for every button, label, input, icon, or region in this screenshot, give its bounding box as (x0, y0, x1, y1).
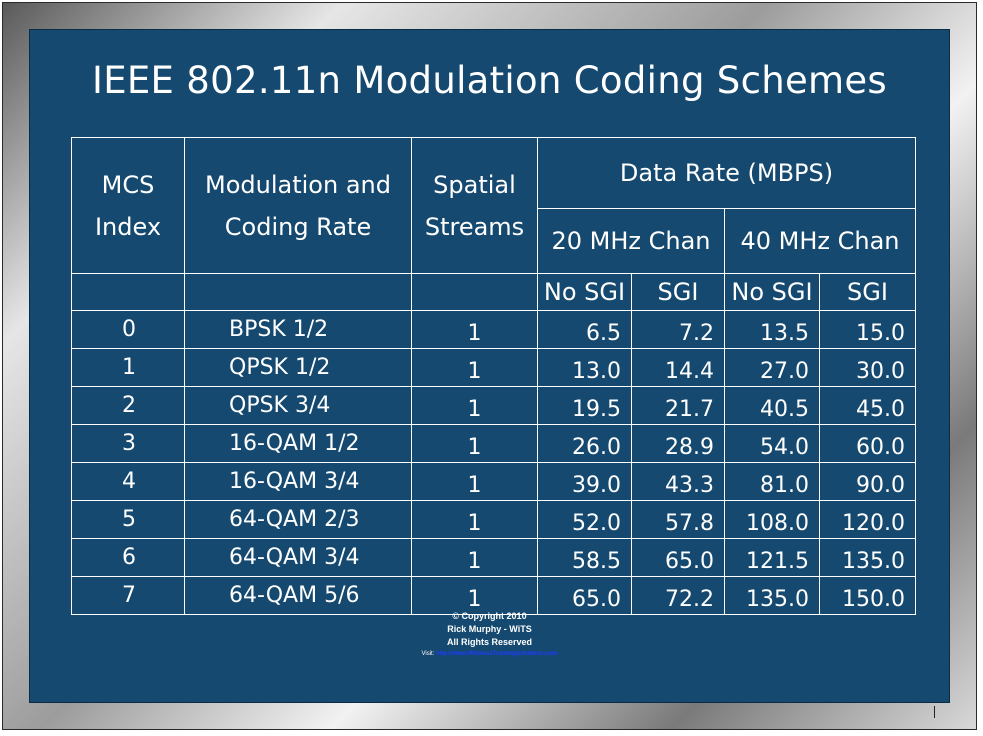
website-link[interactable]: http://www.WirelessTrainingSolutions.com (436, 651, 558, 657)
header-spatial-line1: Spatial (433, 170, 516, 199)
rate-40-no-sgi-cell: 135.0 (724, 576, 820, 615)
rate-20-no-sgi-cell: 19.5 (537, 386, 632, 425)
table-row: 6 64-QAM 3/4 1 58.5 65.0 121.5 135.0 (71, 538, 917, 577)
header-spatial-streams: Spatial Streams (411, 137, 538, 274)
subheader-no-sgi-20: No SGI (537, 273, 632, 311)
rate-20-sgi-cell: 43.3 (631, 462, 725, 501)
header-modulation-line2: Coding Rate (224, 212, 372, 241)
streams-cell: 1 (411, 462, 538, 501)
mcs-index-cell: 4 (71, 462, 185, 501)
corner-mark (934, 706, 935, 718)
rate-40-sgi-cell: 90.0 (818, 462, 917, 501)
mcs-table: MCS Index Modulation and Coding Rate Spa… (71, 137, 917, 615)
subheader-empty-streams (411, 273, 538, 311)
table-row: 5 64-QAM 2/3 1 52.0 57.8 108.0 120.0 (71, 500, 917, 539)
copyright-footer: © Copyright 2010 Rick Murphy - WiTS All … (29, 610, 950, 659)
rate-40-sgi-cell: 120.0 (818, 500, 917, 539)
table-row: 0 BPSK 1/2 1 6.5 7.2 13.5 15.0 (71, 310, 917, 349)
modulation-cell: 64-QAM 2/3 (184, 500, 412, 539)
table-row: 3 16-QAM 1/2 1 26.0 28.9 54.0 60.0 (71, 424, 917, 463)
modulation-cell: QPSK 1/2 (184, 348, 412, 387)
subheader-empty-mcs (71, 273, 185, 311)
table-row: 4 16-QAM 3/4 1 39.0 43.3 81.0 90.0 (71, 462, 917, 501)
streams-cell: 1 (411, 310, 538, 349)
rate-20-no-sgi-cell: 26.0 (537, 424, 632, 463)
modulation-cell: 16-QAM 3/4 (184, 462, 412, 501)
header-20mhz-chan: 20 MHz Chan (537, 208, 725, 274)
header-mcs-line1: MCS (101, 170, 155, 199)
subheader-empty-modulation (184, 273, 412, 311)
rate-20-sgi-cell: 7.2 (631, 310, 725, 349)
rate-40-sgi-cell: 15.0 (818, 310, 917, 349)
mcs-index-cell: 5 (71, 500, 185, 539)
subheader-no-sgi-40: No SGI (724, 273, 820, 311)
author-line: Rick Murphy - WiTS (447, 624, 532, 634)
mcs-index-cell: 6 (71, 538, 185, 577)
streams-cell: 1 (411, 538, 538, 577)
rate-40-sgi-cell: 135.0 (818, 538, 917, 577)
mcs-index-cell: 1 (71, 348, 185, 387)
mcs-index-cell: 2 (71, 386, 185, 425)
copyright-line: © Copyright 2010 (452, 611, 527, 621)
header-spatial-line2: Streams (424, 212, 525, 241)
rate-40-sgi-cell: 45.0 (818, 386, 917, 425)
subheader-sgi-20: SGI (631, 273, 725, 311)
table-row: 1 QPSK 1/2 1 13.0 14.4 27.0 30.0 (71, 348, 917, 387)
rate-40-sgi-cell: 60.0 (818, 424, 917, 463)
streams-cell: 1 (411, 500, 538, 539)
streams-cell: 1 (411, 576, 538, 615)
rate-20-sgi-cell: 72.2 (631, 576, 725, 615)
rate-20-sgi-cell: 28.9 (631, 424, 725, 463)
rate-20-sgi-cell: 57.8 (631, 500, 725, 539)
rate-20-no-sgi-cell: 39.0 (537, 462, 632, 501)
rate-40-no-sgi-cell: 54.0 (724, 424, 820, 463)
streams-cell: 1 (411, 348, 538, 387)
header-40mhz-chan: 40 MHz Chan (723, 208, 917, 274)
rate-20-no-sgi-cell: 6.5 (537, 310, 632, 349)
modulation-cell: 16-QAM 1/2 (184, 424, 412, 463)
rate-40-no-sgi-cell: 27.0 (724, 348, 820, 387)
table-row: 2 QPSK 3/4 1 19.5 21.7 40.5 45.0 (71, 386, 917, 425)
visit-line: Visit: http://www.WirelessTrainingSoluti… (29, 649, 950, 659)
subheader-sgi-40: SGI (818, 273, 917, 311)
table-row: 7 64-QAM 5/6 1 65.0 72.2 135.0 150.0 (71, 576, 917, 615)
rate-20-sgi-cell: 21.7 (631, 386, 725, 425)
rate-40-sgi-cell: 30.0 (818, 348, 917, 387)
modulation-cell: QPSK 3/4 (184, 386, 412, 425)
rate-20-no-sgi-cell: 65.0 (537, 576, 632, 615)
rights-line: All Rights Reserved (446, 637, 533, 647)
rate-40-no-sgi-cell: 13.5 (724, 310, 820, 349)
modulation-cell: 64-QAM 3/4 (184, 538, 412, 577)
rate-20-no-sgi-cell: 13.0 (537, 348, 632, 387)
mcs-index-cell: 0 (71, 310, 185, 349)
rate-20-sgi-cell: 14.4 (631, 348, 725, 387)
streams-cell: 1 (411, 424, 538, 463)
rate-20-no-sgi-cell: 52.0 (537, 500, 632, 539)
slide: IEEE 802.11n Modulation Coding Schemes M… (29, 29, 950, 703)
modulation-cell: 64-QAM 5/6 (184, 576, 412, 615)
streams-cell: 1 (411, 386, 538, 425)
header-mcs-line2: Index (94, 212, 162, 241)
visit-label: Visit: (421, 651, 435, 657)
rate-40-sgi-cell: 150.0 (818, 576, 917, 615)
slide-title: IEEE 802.11n Modulation Coding Schemes (91, 59, 888, 102)
mcs-index-cell: 7 (71, 576, 185, 615)
header-modulation: Modulation and Coding Rate (184, 137, 412, 274)
rate-20-sgi-cell: 65.0 (631, 538, 725, 577)
rate-40-no-sgi-cell: 121.5 (724, 538, 820, 577)
modulation-cell: BPSK 1/2 (184, 310, 412, 349)
header-data-rate: Data Rate (MBPS) (536, 137, 917, 209)
header-modulation-line1: Modulation and (205, 170, 391, 199)
mcs-index-cell: 3 (71, 424, 185, 463)
rate-20-no-sgi-cell: 58.5 (537, 538, 632, 577)
rate-40-no-sgi-cell: 81.0 (724, 462, 820, 501)
rate-40-no-sgi-cell: 108.0 (724, 500, 820, 539)
rate-40-no-sgi-cell: 40.5 (724, 386, 820, 425)
header-mcs-index: MCS Index (71, 137, 185, 274)
